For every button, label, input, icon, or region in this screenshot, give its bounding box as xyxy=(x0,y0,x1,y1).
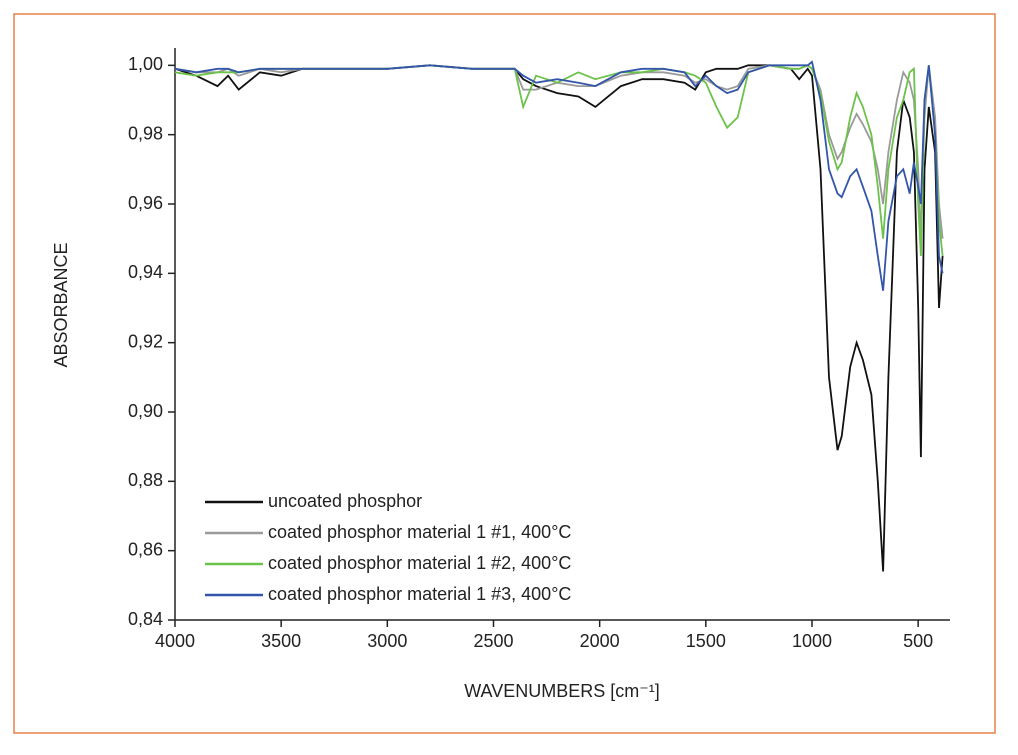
x-tick-label: 1000 xyxy=(792,631,832,651)
y-tick-label: 0,94 xyxy=(128,262,163,282)
legend-label: coated phosphor material 1 #3, 400°C xyxy=(268,584,571,604)
legend-label: uncoated phosphor xyxy=(268,491,422,511)
x-tick-label: 2000 xyxy=(580,631,620,651)
y-tick-label: 1,00 xyxy=(128,54,163,74)
x-tick-label: 1500 xyxy=(686,631,726,651)
series-line xyxy=(174,60,944,291)
x-axis-label: WAVENUMBERS [cm⁻¹] xyxy=(464,681,660,701)
x-tick-label: 4000 xyxy=(155,631,195,651)
y-axis-label: ABSORBANCE xyxy=(51,242,71,367)
x-tick-label: 500 xyxy=(903,631,933,651)
legend-label: coated phosphor material 1 #1, 400°C xyxy=(268,522,571,542)
y-tick-label: 0,88 xyxy=(128,470,163,490)
frame xyxy=(13,13,996,734)
x-tick-label: 2500 xyxy=(473,631,513,651)
y-tick-label: 0,90 xyxy=(128,401,163,421)
legend-label: coated phosphor material 1 #2, 400°C xyxy=(268,553,571,573)
y-tick-label: 0,92 xyxy=(128,331,163,351)
y-tick-label: 0,96 xyxy=(128,193,163,213)
y-tick-label: 0,84 xyxy=(128,609,163,629)
y-tick-label: 0,98 xyxy=(128,123,163,143)
x-tick-label: 3000 xyxy=(367,631,407,651)
y-tick-label: 0,86 xyxy=(128,539,163,559)
x-tick-label: 3500 xyxy=(261,631,301,651)
